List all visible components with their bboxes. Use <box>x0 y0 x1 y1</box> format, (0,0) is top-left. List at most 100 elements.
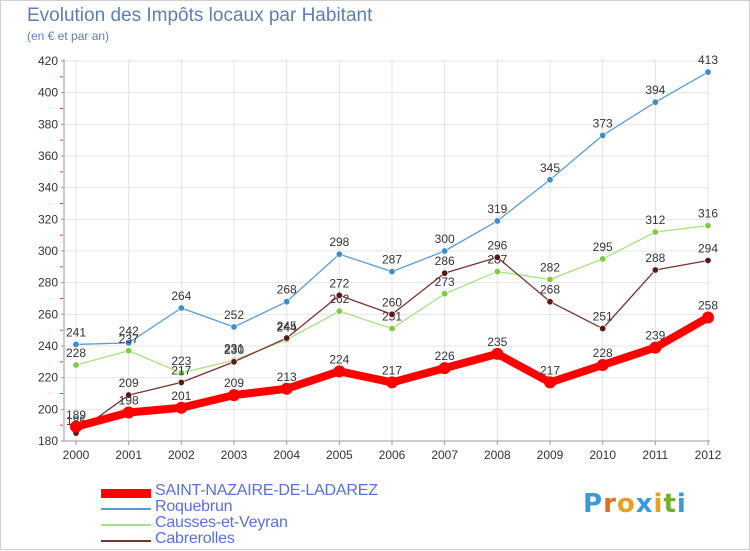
data-point <box>386 376 398 389</box>
data-label: 296 <box>487 238 507 252</box>
data-label: 298 <box>329 235 349 249</box>
data-point <box>704 222 712 230</box>
data-label: 286 <box>435 254 455 268</box>
data-label: 282 <box>540 261 560 275</box>
data-label: 242 <box>119 324 139 338</box>
data-label: 312 <box>645 213 665 227</box>
data-label: 223 <box>171 354 191 368</box>
data-label: 230 <box>224 343 244 357</box>
data-point <box>335 307 343 315</box>
data-label: 272 <box>329 276 349 290</box>
data-label: 217 <box>382 363 402 377</box>
data-point <box>122 406 135 419</box>
data-point <box>125 391 133 399</box>
data-label: 319 <box>487 202 507 216</box>
legend-label: Cabrerolles <box>155 530 235 547</box>
data-label: 295 <box>593 240 613 254</box>
data-label: 235 <box>487 335 507 349</box>
data-label: 273 <box>435 275 455 289</box>
legend-label: Roquebrun <box>155 498 233 515</box>
y-tick-label: 280 <box>38 276 58 290</box>
logo-letter: t <box>663 489 677 519</box>
data-label: 237 <box>119 332 139 346</box>
data-point <box>333 365 346 378</box>
x-tick-label: 2000 <box>63 448 90 462</box>
data-point <box>599 325 607 333</box>
data-point <box>546 176 554 184</box>
data-label: 198 <box>119 394 139 408</box>
data-label: 287 <box>382 253 402 267</box>
data-point <box>335 291 343 299</box>
legend-label: SAINT-NAZAIRE-DE-LADAREZ <box>155 482 378 499</box>
y-tick-label: 380 <box>38 117 58 131</box>
data-label: 209 <box>224 376 244 390</box>
data-label: 189 <box>66 408 86 422</box>
data-point <box>544 376 556 389</box>
x-tick-label: 2003 <box>221 448 248 462</box>
x-tick-label: 2009 <box>537 448 564 462</box>
legend-swatch <box>101 540 151 542</box>
data-point <box>651 98 659 106</box>
data-point <box>72 340 80 348</box>
data-point <box>283 334 291 342</box>
data-label: 228 <box>66 346 86 360</box>
data-label: 260 <box>382 295 402 309</box>
legend-swatch <box>101 508 151 510</box>
data-point <box>441 247 449 255</box>
data-point <box>280 382 293 395</box>
data-point <box>177 304 185 312</box>
data-label: 251 <box>593 310 613 324</box>
legend-swatch <box>101 489 151 498</box>
data-label: 252 <box>224 308 244 322</box>
data-label: 245 <box>277 319 297 333</box>
x-tick-label: 2008 <box>484 448 511 462</box>
y-tick-label: 400 <box>38 86 58 100</box>
data-label: 288 <box>645 251 665 265</box>
x-tick-label: 2007 <box>431 448 458 462</box>
logo-letter: i <box>653 489 664 519</box>
data-point <box>388 310 396 318</box>
data-point <box>599 255 607 263</box>
data-label: 268 <box>540 283 560 297</box>
data-point <box>493 268 501 276</box>
data-point <box>335 250 343 258</box>
y-tick-label: 200 <box>38 402 58 416</box>
data-point <box>493 217 501 225</box>
data-label: 394 <box>645 83 665 97</box>
y-tick-label: 240 <box>38 339 58 353</box>
data-label: 226 <box>435 349 455 363</box>
data-point <box>388 325 396 333</box>
data-label: 213 <box>277 370 297 384</box>
y-tick-label: 320 <box>38 212 58 226</box>
data-point <box>704 68 712 76</box>
data-point <box>388 268 396 276</box>
x-tick-label: 2001 <box>115 448 142 462</box>
data-point <box>438 362 451 375</box>
data-point <box>441 269 449 277</box>
data-point <box>651 266 659 274</box>
data-label: 268 <box>277 283 297 297</box>
logo-letter: x <box>635 489 654 519</box>
y-tick-label: 360 <box>38 149 58 163</box>
data-label: 264 <box>171 289 191 303</box>
data-point <box>230 323 238 331</box>
x-tick-label: 2006 <box>379 448 406 462</box>
y-tick-label: 300 <box>38 244 58 258</box>
data-label: 345 <box>540 161 560 175</box>
x-tick-label: 2002 <box>168 448 195 462</box>
data-label: 244 <box>277 321 297 335</box>
x-tick-label: 2010 <box>589 448 616 462</box>
data-point <box>175 401 188 414</box>
data-label: 224 <box>329 352 349 366</box>
data-label: 373 <box>593 116 613 130</box>
data-label: 241 <box>66 325 86 339</box>
data-label: 209 <box>119 376 139 390</box>
y-tick-label: 420 <box>38 54 58 68</box>
data-label: 217 <box>540 363 560 377</box>
data-point <box>177 378 185 386</box>
data-label: 262 <box>329 292 349 306</box>
legend-swatch <box>101 524 151 526</box>
data-point <box>546 298 554 306</box>
